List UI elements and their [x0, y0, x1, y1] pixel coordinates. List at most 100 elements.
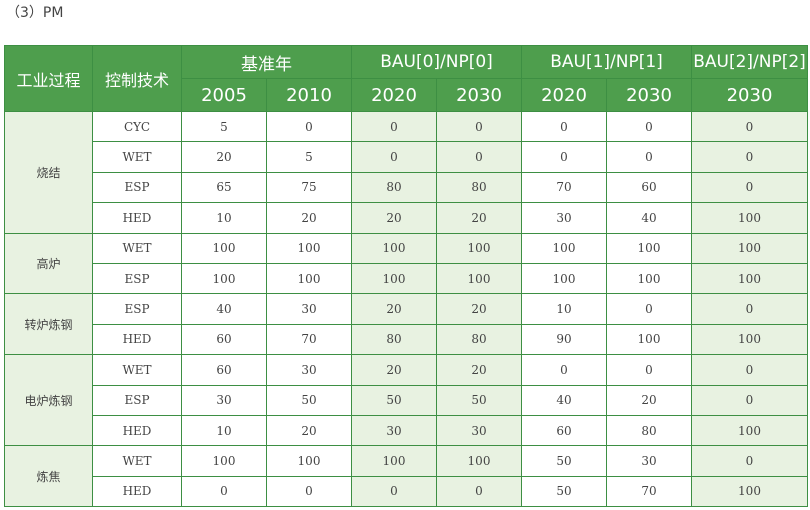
table-row: 高炉 WET 100 100 100 100 100 100 100 [4, 232, 808, 295]
technology-cell: WET [92, 445, 182, 477]
value-cell: 0 [606, 141, 692, 173]
technology-cell: ESP [92, 262, 182, 295]
pm-control-table: 工业过程 控制技术 基准年 BAU[0]/NP[0] BAU[1]/NP[1] … [4, 45, 808, 508]
technology-cell: CYC [92, 110, 182, 143]
value-cell: 5 [181, 110, 267, 143]
table-row: 烧结 CYC 5 0 0 0 0 0 0 [4, 110, 808, 234]
value-cell: 100 [691, 475, 808, 508]
header-group-bau2: BAU[2]/NP[2] [691, 45, 808, 79]
value-cell: 100 [436, 232, 522, 264]
process-name-cell: 转炉炼钢 [4, 293, 93, 356]
value-cell: 80 [436, 171, 522, 204]
value-cell: 10 [521, 293, 607, 325]
table-row: HED 10 20 20 20 30 40 100 [5, 202, 808, 234]
technology-cell: HED [92, 414, 182, 447]
value-cell: 40 [606, 202, 692, 234]
value-cell: 20 [436, 293, 522, 325]
header-row-years: 2005 2010 2020 2030 2020 2030 2030 [5, 78, 808, 112]
value-cell: 0 [606, 354, 692, 386]
table-row: WET 20 5 0 0 0 0 0 [5, 141, 808, 173]
value-cell: 100 [266, 445, 352, 477]
value-cell: 30 [606, 445, 692, 477]
value-cell: 0 [691, 384, 808, 416]
value-cell: 40 [521, 384, 607, 416]
process-name-cell: 烧结 [4, 111, 93, 234]
value-cell: 20 [351, 293, 437, 325]
header-year: 2030 [691, 78, 808, 112]
value-cell: 100 [181, 445, 267, 477]
header-technology: 控制技术 [92, 45, 182, 112]
technology-cell: WET [92, 141, 182, 173]
value-cell: 40 [181, 293, 267, 325]
value-cell: 100 [691, 262, 808, 295]
value-cell: 0 [691, 445, 808, 477]
table-body: 烧结 CYC 5 0 0 0 0 0 0 WET 20 5 0 0 0 0 0 ESP 65 75 80 80 70 60 0 H… [4, 110, 808, 508]
value-cell: 30 [266, 293, 352, 325]
value-cell: 20 [436, 202, 522, 234]
value-cell: 30 [521, 202, 607, 234]
value-cell: 80 [351, 323, 437, 356]
value-cell: 0 [691, 293, 808, 325]
table-row: HED 10 20 30 30 60 80 100 [5, 414, 808, 447]
value-cell: 20 [181, 141, 267, 173]
value-cell: 20 [436, 354, 522, 386]
value-cell: 0 [691, 141, 808, 173]
value-cell: 0 [436, 110, 522, 143]
value-cell: 100 [521, 262, 607, 295]
value-cell: 30 [436, 414, 522, 447]
value-cell: 0 [266, 110, 352, 143]
value-cell: 0 [691, 110, 808, 143]
header-year: 2030 [606, 78, 692, 112]
value-cell: 20 [351, 202, 437, 234]
value-cell: 0 [351, 475, 437, 508]
value-cell: 90 [521, 323, 607, 356]
value-cell: 100 [181, 262, 267, 295]
value-cell: 100 [351, 445, 437, 477]
value-cell: 100 [266, 262, 352, 295]
value-cell: 30 [181, 384, 267, 416]
value-cell: 0 [691, 354, 808, 386]
value-cell: 50 [521, 445, 607, 477]
value-cell: 80 [606, 414, 692, 447]
value-cell: 100 [691, 232, 808, 264]
value-cell: 20 [606, 384, 692, 416]
header-year: 2005 [181, 78, 267, 112]
value-cell: 100 [436, 445, 522, 477]
value-cell: 0 [351, 110, 437, 143]
process-name-cell: 炼焦 [4, 445, 93, 508]
table-row: ESP 100 100 100 100 100 100 100 [5, 262, 808, 295]
value-cell: 0 [436, 475, 522, 508]
value-cell: 0 [266, 475, 352, 508]
table-row: ESP 30 50 50 50 40 20 0 [5, 384, 808, 416]
technology-cell: HED [92, 323, 182, 356]
header-row-groups: 工业过程 控制技术 基准年 BAU[0]/NP[0] BAU[1]/NP[1] … [4, 45, 808, 112]
table-caption: （3）PM [6, 5, 64, 21]
header-year: 2030 [436, 78, 522, 112]
value-cell: 50 [351, 384, 437, 416]
value-cell: 50 [436, 384, 522, 416]
value-cell: 0 [606, 110, 692, 143]
value-cell: 0 [606, 293, 692, 325]
value-cell: 10 [181, 202, 267, 234]
value-cell: 60 [606, 171, 692, 204]
value-cell: 70 [606, 475, 692, 508]
value-cell: 100 [691, 202, 808, 234]
value-cell: 0 [521, 141, 607, 173]
value-cell: 60 [521, 414, 607, 447]
process-name-cell: 高炉 [4, 232, 93, 295]
value-cell: 20 [266, 202, 352, 234]
value-cell: 60 [181, 354, 267, 386]
value-cell: 100 [521, 232, 607, 264]
value-cell: 100 [691, 323, 808, 356]
value-cell: 0 [351, 141, 437, 173]
value-cell: 100 [606, 232, 692, 264]
table-row: HED 0 0 0 0 50 70 100 [5, 475, 808, 508]
value-cell: 70 [266, 323, 352, 356]
header-group-bau1: BAU[1]/NP[1] [521, 45, 692, 79]
value-cell: 100 [351, 232, 437, 264]
value-cell: 100 [436, 262, 522, 295]
value-cell: 20 [266, 414, 352, 447]
value-cell: 80 [436, 323, 522, 356]
value-cell: 0 [181, 475, 267, 508]
technology-cell: WET [92, 232, 182, 264]
